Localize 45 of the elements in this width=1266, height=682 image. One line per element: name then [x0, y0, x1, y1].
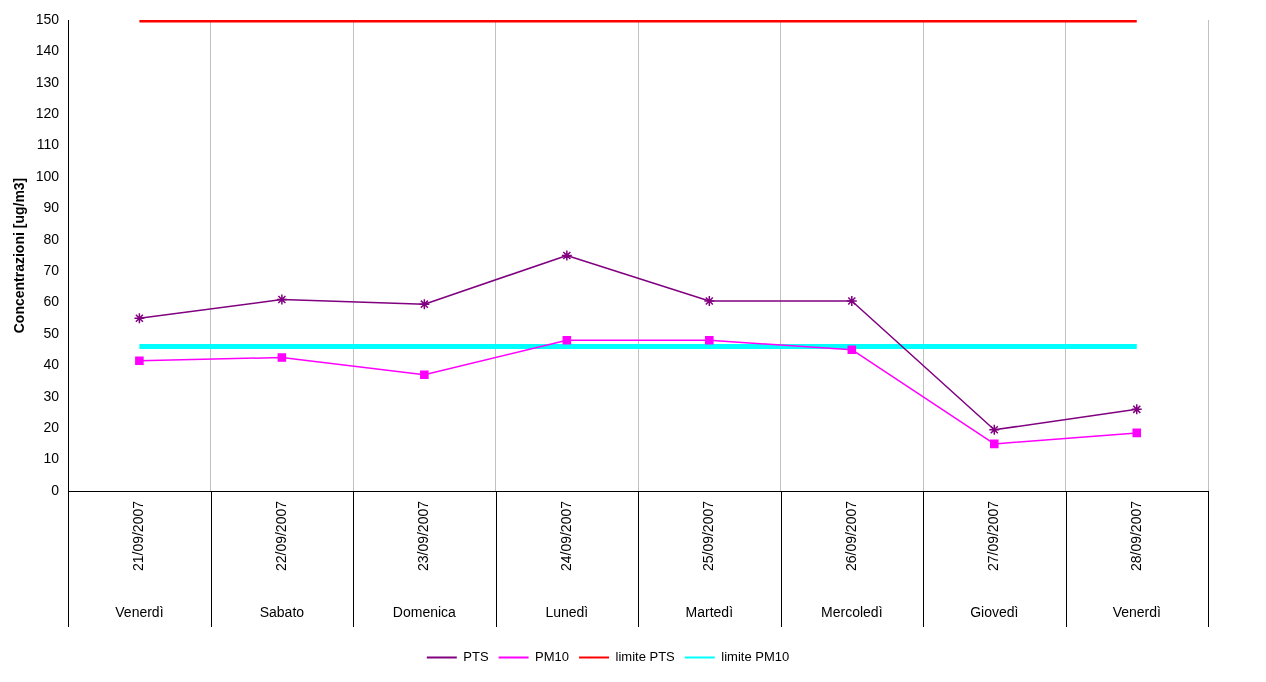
y-tick-label: 20 — [43, 419, 60, 436]
y-tick-label: 90 — [43, 199, 60, 216]
category-label: 27/09/2007 Giovedì — [970, 501, 1019, 620]
point — [418, 298, 431, 310]
category-label: 22/09/2007 Sabato — [259, 501, 305, 620]
y-tick-label: 150 — [35, 10, 60, 27]
point — [847, 345, 857, 354]
y-tick-label: 60 — [43, 293, 60, 310]
y-axis-title: Concentrazioni [ug/m3] — [11, 177, 28, 334]
category-label: 28/09/2007 Venerdì — [1112, 501, 1161, 620]
point — [989, 439, 999, 449]
y-tick-label: 140 — [35, 42, 60, 59]
y-tick-label: 0 — [51, 481, 60, 498]
y-tick-label: 80 — [43, 230, 60, 247]
y-tick-label: 30 — [43, 387, 60, 404]
point — [135, 356, 144, 365]
point — [561, 249, 573, 262]
y-tick-label: 70 — [43, 262, 60, 279]
point — [420, 370, 429, 380]
point — [705, 335, 714, 345]
legend-label: limite PM10 — [721, 649, 790, 665]
point — [846, 295, 858, 307]
y-tick-label: 50 — [43, 324, 60, 341]
point — [276, 293, 288, 306]
category-label: 21/09/2007 Venerdì — [115, 501, 164, 620]
y-tick-label: 110 — [36, 136, 60, 153]
y-tick-label: 100 — [35, 167, 60, 184]
y-tick-label: 120 — [35, 105, 60, 122]
point — [988, 424, 1001, 436]
category-label: 26/09/2007 Mercoledì — [821, 501, 883, 620]
point — [703, 295, 716, 307]
y-tick-label: 130 — [35, 73, 60, 90]
point — [1131, 403, 1143, 416]
legend-label: limite PTS — [615, 649, 676, 665]
category-label: 25/09/2007 Martedì — [685, 501, 734, 620]
point — [1132, 428, 1142, 438]
category-label: 24/09/2007 Lunedì — [545, 501, 589, 620]
legend-label: PM10 — [535, 649, 570, 665]
point — [277, 353, 287, 362]
point — [133, 312, 146, 325]
y-tick-label: 40 — [43, 356, 60, 373]
legend-label: PTS — [463, 649, 489, 665]
y-tick-label: 10 — [43, 450, 60, 467]
category-label: 23/09/2007 Domenica — [392, 501, 456, 620]
point — [562, 335, 572, 345]
